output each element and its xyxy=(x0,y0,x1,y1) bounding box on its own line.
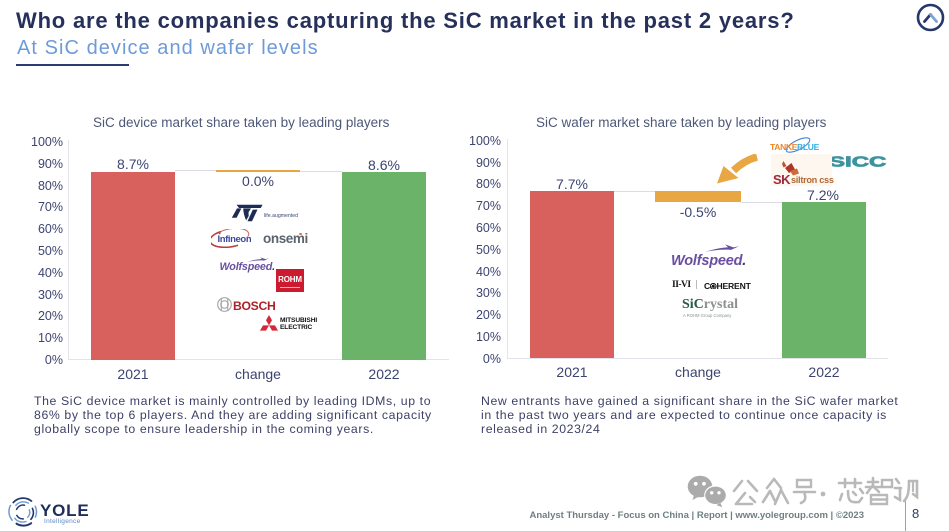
svg-text:Infineon: Infineon xyxy=(218,234,252,245)
svg-text:TANKE: TANKE xyxy=(770,142,798,152)
svg-text:siltron css: siltron css xyxy=(791,175,834,185)
svg-text:BLUE: BLUE xyxy=(797,142,820,152)
svg-text:SK: SK xyxy=(773,172,791,187)
